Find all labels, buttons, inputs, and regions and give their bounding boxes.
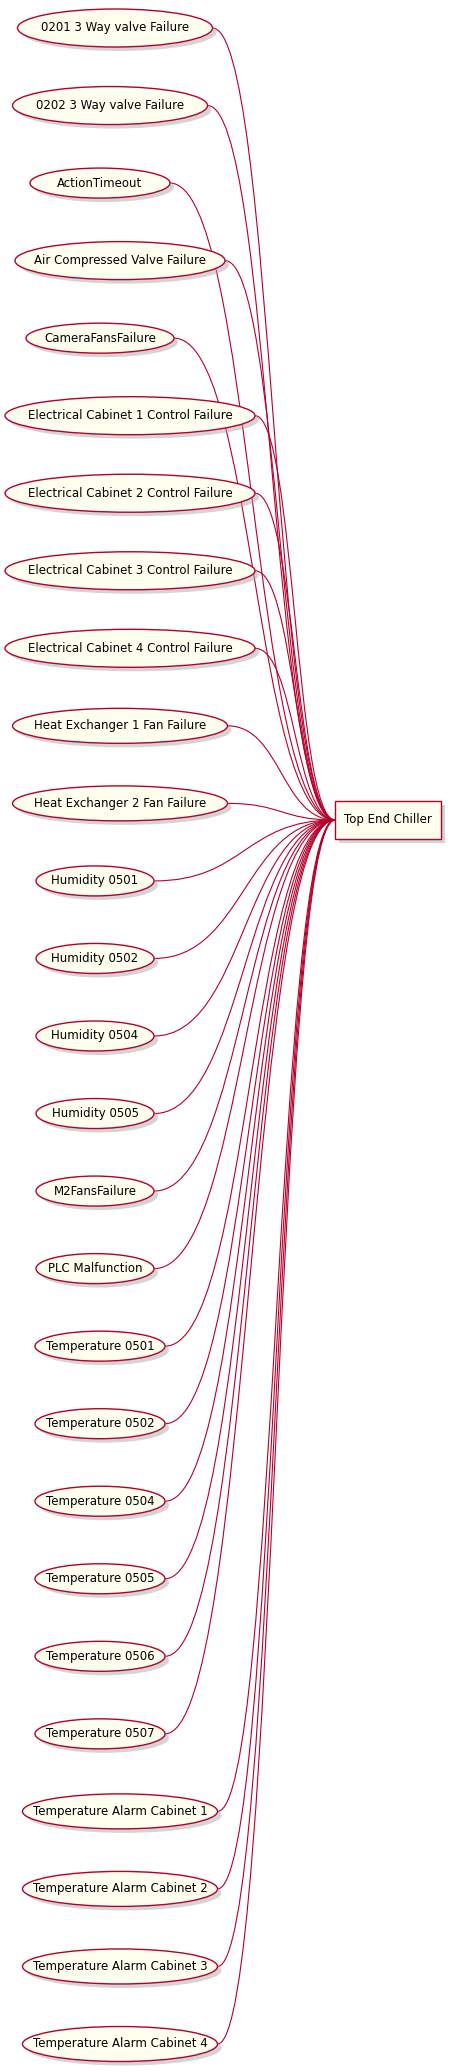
Ellipse shape (39, 1413, 169, 1442)
Ellipse shape (35, 1564, 165, 1593)
Ellipse shape (26, 2031, 222, 2066)
Ellipse shape (35, 1330, 165, 1361)
Text: Temperature 0504: Temperature 0504 (46, 1494, 154, 1508)
Ellipse shape (16, 713, 232, 748)
Text: M2FansFailure: M2FansFailure (54, 1185, 137, 1198)
Ellipse shape (40, 1181, 158, 1210)
Text: Temperature 0507: Temperature 0507 (46, 1728, 154, 1740)
Ellipse shape (36, 1177, 154, 1206)
Ellipse shape (26, 1954, 222, 1987)
Text: Electrical Cabinet 3 Control Failure: Electrical Cabinet 3 Control Failure (28, 564, 232, 578)
Ellipse shape (39, 1490, 169, 1521)
Ellipse shape (36, 943, 154, 974)
Text: 0201 3 Way valve Failure: 0201 3 Way valve Failure (41, 21, 189, 35)
Text: ActionTimeout: ActionTimeout (57, 176, 143, 189)
Ellipse shape (36, 866, 154, 895)
Ellipse shape (19, 247, 229, 284)
Ellipse shape (36, 1098, 154, 1129)
Text: Humidity 0504: Humidity 0504 (51, 1030, 138, 1042)
Ellipse shape (26, 1798, 222, 1834)
Text: Heat Exchanger 1 Fan Failure: Heat Exchanger 1 Fan Failure (34, 719, 206, 731)
Text: Temperature 0505: Temperature 0505 (46, 1573, 154, 1585)
Ellipse shape (40, 1258, 158, 1287)
Ellipse shape (23, 2026, 217, 2062)
Text: Temperature 0501: Temperature 0501 (46, 1341, 154, 1353)
Ellipse shape (39, 1645, 169, 1676)
Ellipse shape (39, 1722, 169, 1753)
Ellipse shape (16, 91, 212, 128)
Ellipse shape (39, 1569, 169, 1598)
Ellipse shape (35, 1486, 165, 1517)
Text: Temperature 0506: Temperature 0506 (46, 1649, 154, 1664)
Ellipse shape (35, 1641, 165, 1672)
Ellipse shape (13, 87, 207, 124)
Text: Temperature Alarm Cabinet 4: Temperature Alarm Cabinet 4 (33, 2037, 207, 2051)
Text: Temperature Alarm Cabinet 1: Temperature Alarm Cabinet 1 (33, 1805, 207, 1817)
Text: Humidity 0501: Humidity 0501 (51, 874, 138, 887)
Ellipse shape (13, 785, 227, 821)
Ellipse shape (36, 1021, 154, 1051)
Ellipse shape (40, 1026, 158, 1055)
Text: PLC Malfunction: PLC Malfunction (48, 1262, 142, 1274)
Ellipse shape (9, 400, 259, 439)
Ellipse shape (30, 327, 178, 356)
Ellipse shape (34, 172, 174, 203)
Text: Temperature 0502: Temperature 0502 (46, 1417, 154, 1430)
Text: Electrical Cabinet 1 Control Failure: Electrical Cabinet 1 Control Failure (28, 408, 232, 423)
Ellipse shape (5, 396, 255, 435)
FancyBboxPatch shape (339, 806, 445, 843)
Ellipse shape (23, 1950, 217, 1985)
Ellipse shape (30, 168, 170, 199)
Text: Humidity 0505: Humidity 0505 (51, 1106, 138, 1121)
Ellipse shape (21, 12, 217, 52)
Text: 0202 3 Way valve Failure: 0202 3 Way valve Failure (36, 99, 184, 112)
Ellipse shape (5, 551, 255, 591)
Ellipse shape (9, 479, 259, 516)
Ellipse shape (40, 870, 158, 899)
Text: Electrical Cabinet 2 Control Failure: Electrical Cabinet 2 Control Failure (28, 487, 232, 499)
Text: CameraFansFailure: CameraFansFailure (44, 332, 156, 344)
Ellipse shape (15, 242, 225, 280)
Text: Air Compressed Valve Failure: Air Compressed Valve Failure (34, 255, 206, 267)
Ellipse shape (23, 1871, 217, 1906)
Ellipse shape (9, 634, 259, 671)
Ellipse shape (39, 1334, 169, 1365)
Ellipse shape (35, 1720, 165, 1749)
Ellipse shape (13, 709, 227, 744)
Ellipse shape (40, 1102, 158, 1133)
Ellipse shape (26, 323, 174, 352)
Text: Humidity 0502: Humidity 0502 (51, 951, 138, 966)
Ellipse shape (26, 1875, 222, 1910)
Text: Temperature Alarm Cabinet 2: Temperature Alarm Cabinet 2 (33, 1883, 207, 1896)
Ellipse shape (18, 8, 212, 48)
Text: Top End Chiller: Top End Chiller (344, 814, 432, 827)
Ellipse shape (9, 555, 259, 595)
Ellipse shape (5, 474, 255, 512)
Ellipse shape (23, 1794, 217, 1830)
Text: Heat Exchanger 2 Fan Failure: Heat Exchanger 2 Fan Failure (34, 798, 206, 810)
Text: Electrical Cabinet 4 Control Failure: Electrical Cabinet 4 Control Failure (28, 642, 232, 655)
FancyBboxPatch shape (335, 802, 441, 839)
Ellipse shape (36, 1254, 154, 1285)
Ellipse shape (35, 1409, 165, 1438)
Ellipse shape (16, 789, 232, 825)
Text: Temperature Alarm Cabinet 3: Temperature Alarm Cabinet 3 (33, 1960, 207, 1973)
Ellipse shape (5, 630, 255, 667)
Ellipse shape (40, 947, 158, 978)
